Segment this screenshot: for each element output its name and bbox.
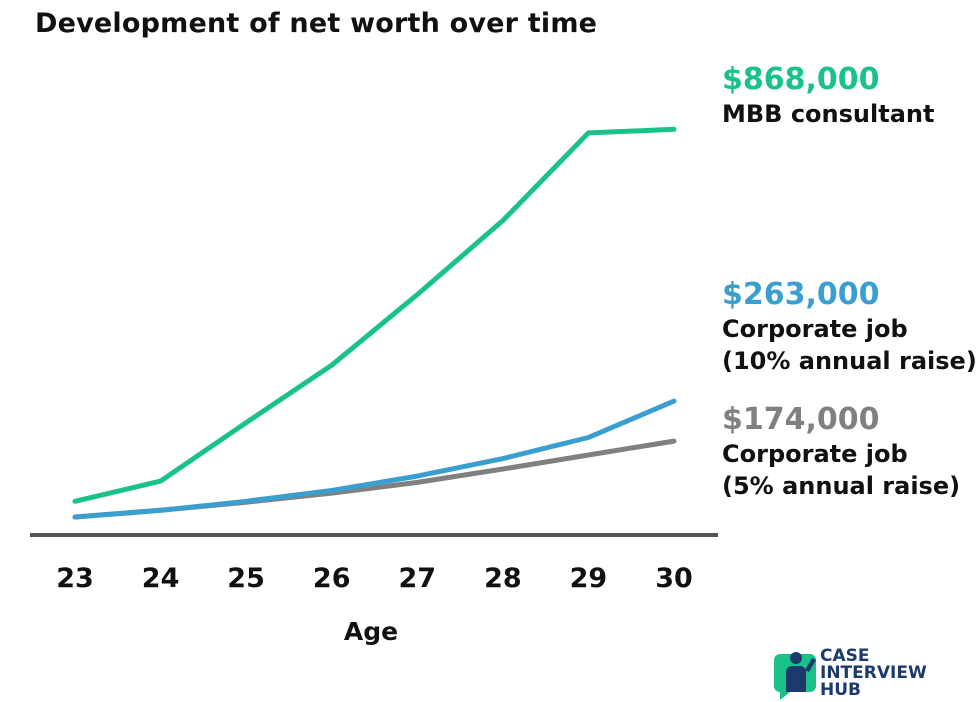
logo-wordmark: CASE INTERVIEW HUB bbox=[820, 648, 927, 699]
person-chat-bubble-icon bbox=[774, 652, 816, 700]
annotation-mbb-value: $868,000 bbox=[722, 62, 880, 97]
x-tick-label: 23 bbox=[56, 563, 94, 594]
x-tick-label: 27 bbox=[399, 563, 437, 594]
series-layer bbox=[72, 126, 677, 520]
annotation-corp5-value: $174,000 bbox=[722, 402, 880, 437]
annotation-corp5-label-line1: Corporate job bbox=[722, 440, 908, 468]
x-tick-label: 25 bbox=[227, 563, 265, 594]
chart-title: Development of net worth over time bbox=[35, 8, 598, 39]
annotation-corp10-label-line1: Corporate job bbox=[722, 315, 908, 343]
series-line-0 bbox=[72, 126, 677, 504]
x-tick-label: 28 bbox=[484, 563, 522, 594]
x-tick-label: 24 bbox=[142, 563, 180, 594]
x-tick-label: 30 bbox=[655, 563, 693, 594]
logo-line-2: INTERVIEW bbox=[820, 663, 927, 683]
annotation-corp10-value: $263,000 bbox=[722, 277, 880, 312]
x-tick-label: 29 bbox=[570, 563, 608, 594]
annotation-mbb-label: MBB consultant bbox=[722, 100, 935, 128]
annotation-corp10: $263,000 Corporate job (10% annual raise… bbox=[722, 277, 977, 377]
x-tick-labels: 23 24 25 26 27 28 29 30 bbox=[56, 563, 693, 594]
x-tick-label: 26 bbox=[313, 563, 351, 594]
case-interview-hub-logo: CASE INTERVIEW HUB bbox=[774, 648, 954, 700]
x-axis-label: Age bbox=[344, 617, 398, 646]
annotation-mbb: $868,000 MBB consultant bbox=[722, 62, 934, 130]
annotation-corp10-label-line2: (10% annual raise) bbox=[722, 347, 977, 375]
logo-line-3: HUB bbox=[820, 680, 861, 700]
series-line-1 bbox=[72, 398, 677, 520]
logo-line-1: CASE bbox=[820, 646, 870, 666]
annotation-corp5: $174,000 Corporate job (5% annual raise) bbox=[722, 402, 960, 502]
annotation-corp5-label-line2: (5% annual raise) bbox=[722, 472, 961, 500]
